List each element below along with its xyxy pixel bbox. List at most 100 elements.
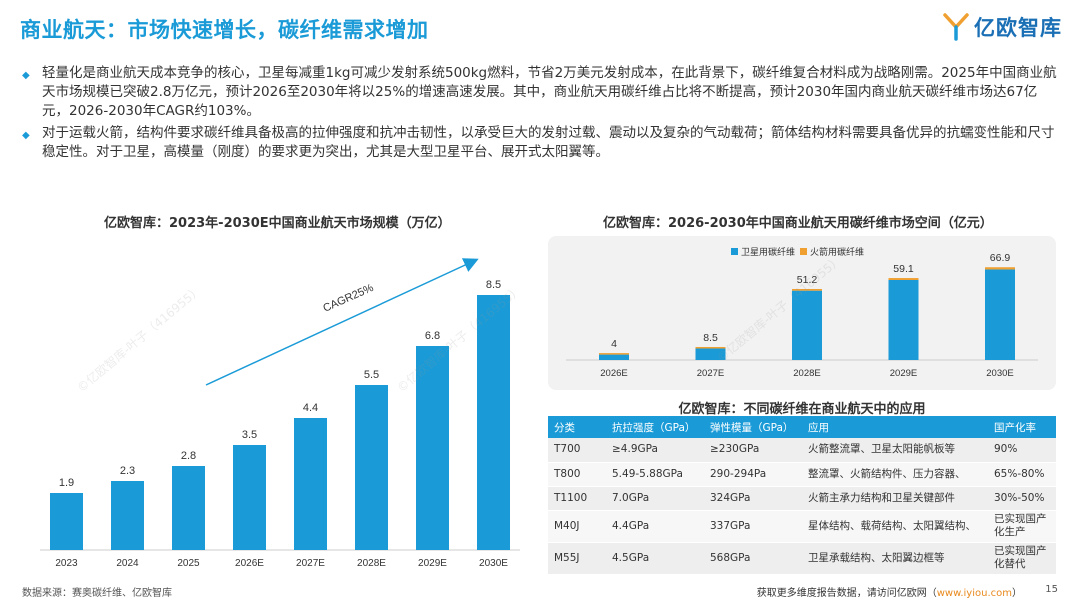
table-cell: M55J bbox=[548, 542, 606, 575]
bar bbox=[355, 385, 388, 550]
market-size-chart: CAGR25% 1.920232.320242.820253.52026E4.4… bbox=[40, 258, 520, 569]
bar bbox=[416, 346, 449, 550]
diamond-bullet-icon: ◆ bbox=[22, 70, 30, 81]
fiber-market-chart: 卫星用碳纤维 火箭用碳纤维 4 2026E 8.5 2027E 51.2 2028E 59.… bbox=[566, 246, 1038, 379]
table-row: M55J 4.5GPa 568GPa 卫星承载结构、太阳翼边框等 已实现国产化替… bbox=[548, 542, 1056, 575]
table-cell: 火箭整流罩、卫星太阳能帆板等 bbox=[802, 438, 988, 463]
total-label: 59.1 bbox=[893, 263, 914, 275]
logo-text: 亿欧智库 bbox=[974, 16, 1062, 40]
bar-rocket bbox=[792, 289, 822, 291]
footer-more-prefix: 获取更多维度报告数据，请访问亿欧网（ bbox=[756, 588, 937, 599]
tick-label: 2029E bbox=[418, 558, 447, 569]
tick-label: 2027E bbox=[697, 368, 724, 379]
table-cell: ≥4.9GPa bbox=[606, 438, 704, 463]
bullet-item: ◆ 轻量化是商业航天成本竞争的核心，卫星每减重1kg可减少发射系统500kg燃料… bbox=[22, 64, 1062, 121]
bar-satellite bbox=[599, 354, 629, 360]
bar-rocket bbox=[985, 267, 1015, 270]
bar-satellite bbox=[792, 290, 822, 360]
logo: 亿欧智库 bbox=[943, 12, 1062, 42]
total-label: 8.5 bbox=[703, 332, 718, 344]
legend-label-satellite: 卫星用碳纤维 bbox=[741, 246, 795, 257]
total-label: 66.9 bbox=[990, 252, 1011, 264]
bar bbox=[477, 295, 510, 550]
table-row: T800 5.49-5.88GPa 290-294Pa 整流罩、火箭结构件、压力… bbox=[548, 462, 1056, 487]
data-label: 2.8 bbox=[181, 450, 196, 462]
table-row: M40J 4.4GPa 337GPa 星体结构、载荷结构、太阳翼结构、 已实现国… bbox=[548, 510, 1056, 543]
table-cell: T700 bbox=[548, 438, 606, 463]
table-cell: 已实现国产化生产 bbox=[988, 510, 1056, 543]
total-label: 4 bbox=[611, 338, 617, 350]
data-label: 3.5 bbox=[242, 429, 257, 441]
tick-label: 2024 bbox=[116, 558, 139, 569]
footer-url-link[interactable]: www.iyiou.com bbox=[936, 588, 1012, 599]
legend-swatch-rocket bbox=[800, 248, 807, 255]
table-cell: 4.4GPa bbox=[606, 510, 704, 543]
table-cell: T1100 bbox=[548, 486, 606, 511]
bar-satellite bbox=[888, 279, 919, 360]
table-cell: 337GPa bbox=[704, 510, 802, 543]
diamond-bullet-icon: ◆ bbox=[22, 130, 30, 141]
footer-more-info: 获取更多维度报告数据，请访问亿欧网（www.iyiou.com） bbox=[757, 584, 1022, 599]
data-label: 8.5 bbox=[486, 279, 501, 291]
table-cell: 整流罩、火箭结构件、压力容器、 bbox=[802, 462, 988, 487]
table-header-cell: 国产化率 bbox=[988, 416, 1056, 438]
tick-label: 2029E bbox=[890, 368, 917, 379]
bar-rocket bbox=[695, 346, 726, 349]
table-cell: 火箭主承力结构和卫星关键部件 bbox=[802, 486, 988, 511]
table-cell: 30%-50% bbox=[988, 486, 1056, 511]
bar-satellite bbox=[695, 348, 726, 360]
data-label: 2.3 bbox=[120, 465, 135, 477]
bullet-text: 对于运载火箭，结构件要求碳纤维具备极高的拉伸强度和抗冲击韧性，以承受巨大的发射过… bbox=[42, 125, 1055, 160]
table-header-cell: 弹性模量（GPa） bbox=[704, 416, 802, 438]
market-size-chart-title: 亿欧智库：2023年-2030E中国商业航天市场规模（万亿） bbox=[104, 216, 451, 231]
tick-label: 2026E bbox=[235, 558, 264, 569]
table-cell: 90% bbox=[988, 438, 1056, 463]
table-cell: ≥230GPa bbox=[704, 438, 802, 463]
table-cell: 7.0GPa bbox=[606, 486, 704, 511]
table-cell: 5.49-5.88GPa bbox=[606, 462, 704, 487]
tick-label: 2027E bbox=[296, 558, 325, 569]
bar bbox=[294, 418, 327, 550]
table-header-cell: 分类 bbox=[548, 416, 606, 438]
legend: 卫星用碳纤维 火箭用碳纤维 bbox=[731, 246, 864, 257]
bullet-text: 轻量化是商业航天成本竞争的核心，卫星每减重1kg可减少发射系统500kg燃料，节… bbox=[42, 65, 1057, 119]
fiber-application-table: 分类 抗拉强度（GPa） 弹性模量（GPa） 应用 国产化率 T700 ≥4.9… bbox=[548, 416, 1056, 575]
table-cell: T800 bbox=[548, 462, 606, 487]
legend-swatch-satellite bbox=[731, 248, 738, 255]
bar bbox=[50, 493, 83, 550]
page-title: 商业航天：市场快速增长，碳纤维需求增加 bbox=[20, 18, 429, 42]
tick-label: 2030E bbox=[479, 558, 508, 569]
table-cell: 4.5GPa bbox=[606, 542, 704, 575]
table-row: T700 ≥4.9GPa ≥230GPa 火箭整流罩、卫星太阳能帆板等 90% bbox=[548, 438, 1056, 463]
bar bbox=[172, 466, 205, 550]
bar-satellite bbox=[985, 269, 1015, 360]
table-header-cell: 应用 bbox=[802, 416, 988, 438]
table-cell: 星体结构、载荷结构、太阳翼结构、 bbox=[802, 510, 988, 543]
table-cell: 324GPa bbox=[704, 486, 802, 511]
fiber-table-title: 亿欧智库：不同碳纤维在商业航天中的应用 bbox=[678, 402, 926, 417]
table-cell: 卫星承载结构、太阳翼边框等 bbox=[802, 542, 988, 575]
table-cell: M40J bbox=[548, 510, 606, 543]
table-cell: 65%-80% bbox=[988, 462, 1056, 487]
data-source: 数据来源：赛奥碳纤维、亿欧智库 bbox=[22, 588, 172, 599]
cagr-arrow bbox=[205, 258, 479, 386]
table-header-row: 分类 抗拉强度（GPa） 弹性模量（GPa） 应用 国产化率 bbox=[548, 416, 1056, 438]
legend-label-rocket: 火箭用碳纤维 bbox=[810, 246, 864, 257]
table-cell: 已实现国产化替代 bbox=[988, 542, 1056, 575]
tick-label: 2026E bbox=[600, 368, 627, 379]
fiber-market-chart-title: 亿欧智库：2026-2030年中国商业航天用碳纤维市场空间（亿元） bbox=[603, 216, 993, 231]
total-label: 51.2 bbox=[797, 274, 818, 286]
data-label: 5.5 bbox=[364, 369, 379, 381]
table-header-cell: 抗拉强度（GPa） bbox=[606, 416, 704, 438]
data-label: 1.9 bbox=[59, 477, 74, 489]
data-label: 4.4 bbox=[303, 402, 318, 414]
bar-rocket bbox=[888, 278, 919, 280]
table-row: T1100 7.0GPa 324GPa 火箭主承力结构和卫星关键部件 30%-5… bbox=[548, 486, 1056, 511]
tick-label: 2025 bbox=[177, 558, 200, 569]
bar bbox=[111, 481, 144, 550]
data-label: 6.8 bbox=[425, 330, 440, 342]
logo-icon bbox=[943, 13, 969, 41]
table-cell: 568GPa bbox=[704, 542, 802, 575]
table-cell: 290-294Pa bbox=[704, 462, 802, 487]
bullet-item: ◆ 对于运载火箭，结构件要求碳纤维具备极高的拉伸强度和抗冲击韧性，以承受巨大的发… bbox=[22, 124, 1062, 162]
